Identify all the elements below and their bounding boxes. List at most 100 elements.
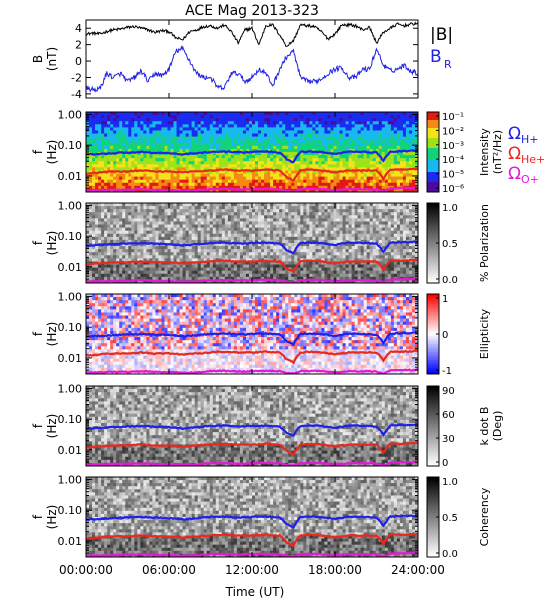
spectrogram-cell [261,112,265,116]
spectrogram-cell [92,124,96,128]
spectrogram-cell [179,133,184,138]
spectrogram-cell [194,252,199,256]
spectrogram-cell [173,206,178,210]
spectrogram-cell [152,218,157,223]
spectrogram-cell [405,121,410,125]
spectrogram-cell [89,142,93,147]
spectrogram-cell [104,136,108,141]
spectrogram-cell [342,121,347,125]
spectrogram-cell [206,179,211,184]
spectrogram-cell [270,139,274,144]
spectrogram-cell [236,185,241,190]
spectrogram-cell [294,133,298,138]
spectrogram-cell [297,115,301,119]
spectrogram-cell [215,227,220,232]
spectrogram-cell [245,164,250,168]
spectrogram-cell [92,161,96,165]
spectrogram-cell [366,115,371,119]
spectrogram-cell [215,112,220,116]
spectrogram-cell [288,173,292,178]
spectrogram-cell [402,230,407,235]
spectrogram-cell [176,121,181,125]
spectrogram-cell [248,221,253,226]
spectrogram-cell [203,176,208,181]
spectrogram-cell [288,236,292,241]
spectrogram-cell [104,206,108,210]
spectrogram-cell [288,230,292,235]
spectrogram-cell [387,112,392,116]
spectrogram-cell [239,158,244,162]
spectrogram-cell [339,176,344,181]
spectrogram-cell [315,243,319,247]
spectrogram-cell [351,246,356,250]
spectrogram-cell [200,252,205,256]
spectrogram-cell [98,173,102,178]
spectrogram-cell [372,145,377,150]
spectrogram-cell [161,161,166,165]
spectrogram-cell [393,206,398,210]
spectrogram-cell [255,215,259,219]
spectrogram-cell [110,233,114,238]
spectrogram-cell [215,179,220,184]
spectrogram-cell [336,227,341,232]
spectrogram-cell [378,121,383,125]
spectrogram-cell [149,236,153,241]
spectrogram-cell [264,170,268,175]
colorbar-unit: (nT²/Hz) [491,130,504,174]
spectrogram-cell [158,185,163,190]
spectrogram-cell [402,161,407,165]
spectrogram-cell [264,227,268,232]
spectrogram-cell [384,239,389,244]
spectrogram-cell [101,206,105,210]
spectrogram-cell [345,115,350,119]
spectrogram-cell [315,233,319,238]
spectrogram-cell [125,173,129,178]
spectrogram-cell [170,142,175,147]
spectrogram-cell [345,158,350,162]
spectrogram-cell [270,236,274,241]
spectrogram-cell [188,227,193,232]
spectrogram-cell [125,233,129,238]
spectrogram-cell [230,212,235,216]
spectrogram-cell [209,152,214,156]
spectrogram-cell [369,124,374,128]
spectrogram-cell [312,133,316,138]
spectrogram-cell [276,182,280,187]
spectrogram-cell [393,243,398,247]
spectrogram-cell [176,215,181,219]
spectrogram-cell [164,145,169,150]
spectrogram-cell [393,233,398,238]
spectrogram-cell [152,127,157,132]
spectrogram-cell [402,152,407,156]
spectrogram-cell [188,127,193,132]
spectrogram-cell [318,239,323,244]
spectrogram-cell [399,218,404,223]
spectrogram-cell [267,161,271,165]
spectrogram-cell [330,161,335,165]
spectrogram-cell [336,121,341,125]
spectrogram-cell [396,233,401,238]
spectrogram-cell [128,206,132,210]
spectrogram-cell [164,236,169,241]
spectrogram-cell [255,167,259,172]
spectrogram-cell [348,115,353,119]
spectrogram-cell [215,224,220,229]
spectrogram-cell [327,155,332,159]
spectrogram-cell [354,127,359,132]
spectrogram-cell [242,185,247,190]
spectrogram-cell [107,173,111,178]
spectrogram-cell [137,212,141,216]
colorbar-swatch [427,118,439,121]
spectrogram-cell [113,252,117,256]
spectrogram-cell [131,239,135,244]
spectrogram-cell [327,206,332,210]
spectrogram-cell [285,246,289,250]
spectrogram-cell [399,215,404,219]
spectrogram-cell [318,252,323,256]
spectrogram-cell [360,115,365,119]
spectrogram-cell [324,139,329,144]
spectrogram-cell [209,173,214,178]
spectrogram-cell [342,246,347,250]
spectrogram-cell [194,121,199,125]
spectrogram-cell [215,209,220,213]
